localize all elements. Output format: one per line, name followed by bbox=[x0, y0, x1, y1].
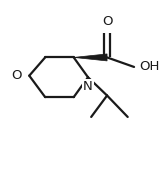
Text: OH: OH bbox=[139, 60, 159, 73]
Text: N: N bbox=[83, 80, 93, 93]
Text: O: O bbox=[11, 69, 21, 82]
Text: O: O bbox=[102, 15, 112, 28]
Polygon shape bbox=[74, 54, 107, 61]
